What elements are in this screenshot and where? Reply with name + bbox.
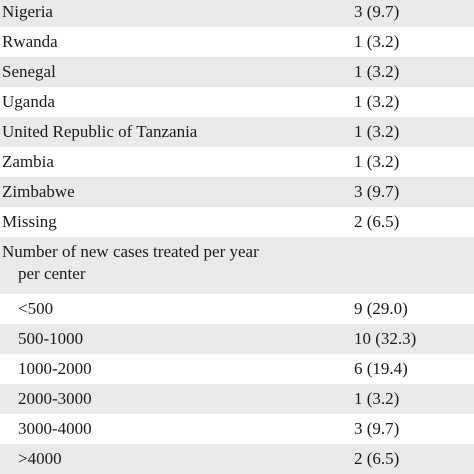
row-label: 1000-2000 (18, 359, 92, 378)
row-value: 9 (29.0) (354, 299, 408, 318)
row-value: 6 (19.4) (354, 359, 408, 378)
row-value: 3 (9.7) (354, 182, 400, 201)
row-label: Nigeria (2, 2, 53, 21)
row-label: <500 (18, 299, 54, 318)
row-value: 1 (3.2) (354, 32, 400, 51)
row-value: 1 (3.2) (354, 389, 400, 408)
table-row: 3000-4000 3 (9.7) (0, 414, 474, 444)
table-row: Zimbabwe 3 (9.7) (0, 177, 474, 207)
row-value: 1 (3.2) (354, 92, 400, 111)
row-value: 1 (3.2) (354, 122, 400, 141)
table-row: <500 9 (29.0) (0, 294, 474, 324)
row-label: Zimbabwe (2, 182, 75, 201)
row-label: 500-1000 (18, 329, 84, 348)
row-value: 1 (3.2) (354, 152, 400, 171)
row-label: United Republic of Tanzania (2, 122, 198, 141)
row-label: Uganda (2, 92, 55, 111)
row-value: 3 (9.7) (354, 419, 400, 438)
row-value: 3 (9.7) (354, 2, 400, 21)
section-header-label: Number of new cases treated per year per… (2, 241, 302, 285)
row-label: Zambia (2, 152, 54, 171)
row-label: Rwanda (2, 32, 58, 51)
table-row: 1000-2000 6 (19.4) (0, 354, 474, 384)
table-row: Senegal 1 (3.2) (0, 57, 474, 87)
table-row: >4000 2 (6.5) (0, 444, 474, 474)
table-row: Rwanda 1 (3.2) (0, 27, 474, 57)
row-label: Senegal (2, 62, 56, 81)
row-label: >4000 (18, 449, 62, 468)
table-row: 2000-3000 1 (3.2) (0, 384, 474, 414)
table-row: Missing 2 (6.5) (0, 207, 474, 237)
table-row: Uganda 1 (3.2) (0, 87, 474, 117)
row-value: 2 (6.5) (354, 212, 400, 231)
row-label: 2000-3000 (18, 389, 92, 408)
row-value: 2 (6.5) (354, 449, 400, 468)
row-value: 10 (32.3) (354, 329, 417, 348)
table-row: 500-1000 10 (32.3) (0, 324, 474, 354)
table-row-section-header: Number of new cases treated per year per… (0, 237, 474, 294)
row-label: Missing (2, 212, 57, 231)
table-row: Zambia 1 (3.2) (0, 147, 474, 177)
table-row: United Republic of Tanzania 1 (3.2) (0, 117, 474, 147)
row-value: 1 (3.2) (354, 62, 400, 81)
section-header-line-1: Number of new cases treated per year (2, 242, 259, 261)
section-header-line-2: per center (18, 264, 86, 283)
table-row: Nigeria 3 (9.7) (0, 0, 474, 27)
row-label: 3000-4000 (18, 419, 92, 438)
